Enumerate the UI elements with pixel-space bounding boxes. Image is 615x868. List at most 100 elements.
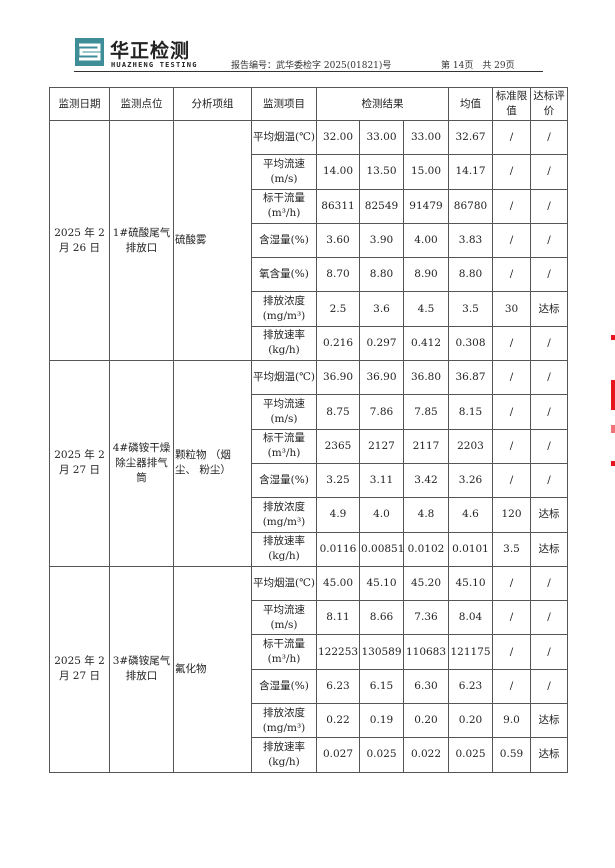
result-2: 33.00 (359, 119, 404, 156)
table-row: 标干流量(m³/h) 2365 2127 2117 2203// (50, 428, 568, 464)
standard-limit: / (492, 600, 531, 636)
result-1: 8.75 (316, 394, 360, 430)
result-3: 0.022 (403, 737, 449, 773)
result-3: 0.20 (403, 703, 449, 739)
results-table: 监测日期 监测点位 分析项组 监测项目 检测结果 均值 标准限值 达标评价 20… (49, 87, 568, 773)
result-1: 45.00 (316, 565, 360, 602)
header-evaluation: 达标评价 (530, 87, 568, 121)
monitoring-item: 排放速率(kg/h) (251, 737, 317, 773)
brand-name-en: HUAZHENG TESTING (111, 61, 198, 69)
monitoring-item: 标干流量(m³/h) (251, 188, 317, 224)
seal-stamp-fragment (611, 425, 615, 433)
evaluation: / (530, 634, 568, 670)
evaluation: / (530, 119, 568, 156)
mean-value: 4.6 (448, 497, 493, 533)
result-3: 0.0102 (403, 531, 449, 567)
result-2: 2127 (359, 428, 404, 464)
seal-stamp-fragment (611, 461, 615, 466)
evaluation: / (530, 565, 568, 602)
table-row: 含湿量(%) 6.23 6.15 6.30 6.23// (50, 668, 568, 705)
table-row: 2025 年 2 月 27 日 4#磷铵干燥除尘器排气筒 颗粒物 （烟尘、 粉尘）平… (49, 360, 568, 567)
result-2: 3.11 (359, 462, 404, 499)
monitoring-item: 含湿量(%) (251, 222, 317, 259)
result-2: 4.0 (359, 497, 404, 533)
result-1: 4.9 (316, 497, 360, 533)
evaluation: / (530, 188, 568, 224)
result-3: 6.30 (403, 668, 449, 705)
monitoring-item: 平均烟温(℃) (251, 565, 317, 602)
mean-value: 0.308 (448, 325, 493, 362)
result-1: 32.00 (316, 119, 360, 156)
result-1: 36.90 (316, 360, 360, 396)
evaluation: / (530, 668, 568, 705)
monitoring-item: 含湿量(%) (251, 462, 317, 499)
result-2: 0.19 (359, 703, 404, 739)
header-item: 监测项目 (251, 87, 317, 121)
evaluation: 达标 (530, 703, 568, 739)
result-2: 13.50 (359, 154, 404, 190)
monitoring-item: 平均流速(m/s) (251, 600, 317, 636)
result-1: 0.216 (316, 325, 360, 362)
evaluation: / (530, 428, 568, 464)
seal-stamp-fragment (611, 335, 615, 340)
monitoring-item: 平均烟温(℃) (251, 119, 317, 156)
standard-limit: / (492, 222, 531, 259)
result-2: 0.00851 (359, 531, 404, 567)
header-limit: 标准限值 (492, 87, 531, 121)
mean-value: 8.04 (448, 600, 493, 636)
mean-value: 121175 (448, 634, 493, 670)
mean-value: 36.87 (448, 360, 493, 396)
monitoring-item: 标干流量(m³/h) (251, 634, 317, 670)
result-3: 4.00 (403, 222, 449, 259)
mean-value: 32.67 (448, 119, 493, 156)
table-row: 氧含量(%) 8.70 8.80 8.90 8.80// (50, 257, 568, 293)
standard-limit: / (492, 428, 531, 464)
result-3: 7.36 (403, 600, 449, 636)
result-2: 130589 (359, 634, 404, 670)
evaluation: 达标 (530, 291, 568, 327)
table-row: 排放速率(kg/h) 0.027 0.025 0.022 0.025 0.59 达标 (50, 737, 568, 773)
evaluation: / (530, 257, 568, 293)
monitoring-item: 排放浓度(mg/m³) (251, 291, 317, 327)
mean-value: 0.20 (448, 703, 493, 739)
mean-value: 86780 (448, 188, 493, 224)
standard-limit: 0.59 (492, 737, 531, 773)
standard-limit: / (492, 565, 531, 602)
monitoring-date: 2025 年 2 月 27 日 (49, 360, 110, 567)
result-3: 45.20 (403, 565, 449, 602)
mean-value: 0.025 (448, 737, 493, 773)
result-2: 6.15 (359, 668, 404, 705)
result-2: 0.297 (359, 325, 404, 362)
table-row: 平均流速(m/s) 8.11 8.66 7.36 8.04// (50, 600, 568, 636)
evaluation: 达标 (530, 497, 568, 533)
evaluation: 达标 (530, 531, 568, 567)
header-mean: 均值 (448, 87, 493, 121)
standard-limit: / (492, 188, 531, 224)
table-header-row: 监测日期 监测点位 分析项组 监测项目 检测结果 均值 标准限值 达标评价 (49, 87, 568, 121)
mean-value: 2203 (448, 428, 493, 464)
monitoring-item: 标干流量(m³/h) (251, 428, 317, 464)
monitoring-item: 含湿量(%) (251, 668, 317, 705)
result-3: 3.42 (403, 462, 449, 499)
result-3: 4.5 (403, 291, 449, 327)
result-1: 2365 (316, 428, 360, 464)
monitoring-date: 2025 年 2 月 27 日 (49, 565, 110, 773)
result-1: 0.0116 (316, 531, 360, 567)
result-1: 6.23 (316, 668, 360, 705)
standard-limit: / (492, 154, 531, 190)
evaluation: / (530, 462, 568, 499)
header-date: 监测日期 (49, 87, 110, 121)
table-row: 排放浓度(mg/m³) 0.22 0.19 0.20 0.20 9.0 达标 (50, 703, 568, 739)
monitoring-item: 排放浓度(mg/m³) (251, 703, 317, 739)
monitoring-item: 平均流速(m/s) (251, 154, 317, 190)
result-2: 82549 (359, 188, 404, 224)
standard-limit: / (492, 119, 531, 156)
header-divider (74, 71, 543, 72)
header-analyte-group: 分析项组 (173, 87, 252, 121)
table-row: 平均流速(m/s) 8.75 7.86 7.85 8.15// (50, 394, 568, 430)
standard-limit: 30 (492, 291, 531, 327)
monitoring-location: 3#磷铵尾气排放口 (109, 565, 174, 773)
table-row: 标干流量(m³/h) 86311 82549 91479 86780// (50, 188, 568, 224)
result-3: 110683 (403, 634, 449, 670)
standard-limit: / (492, 668, 531, 705)
